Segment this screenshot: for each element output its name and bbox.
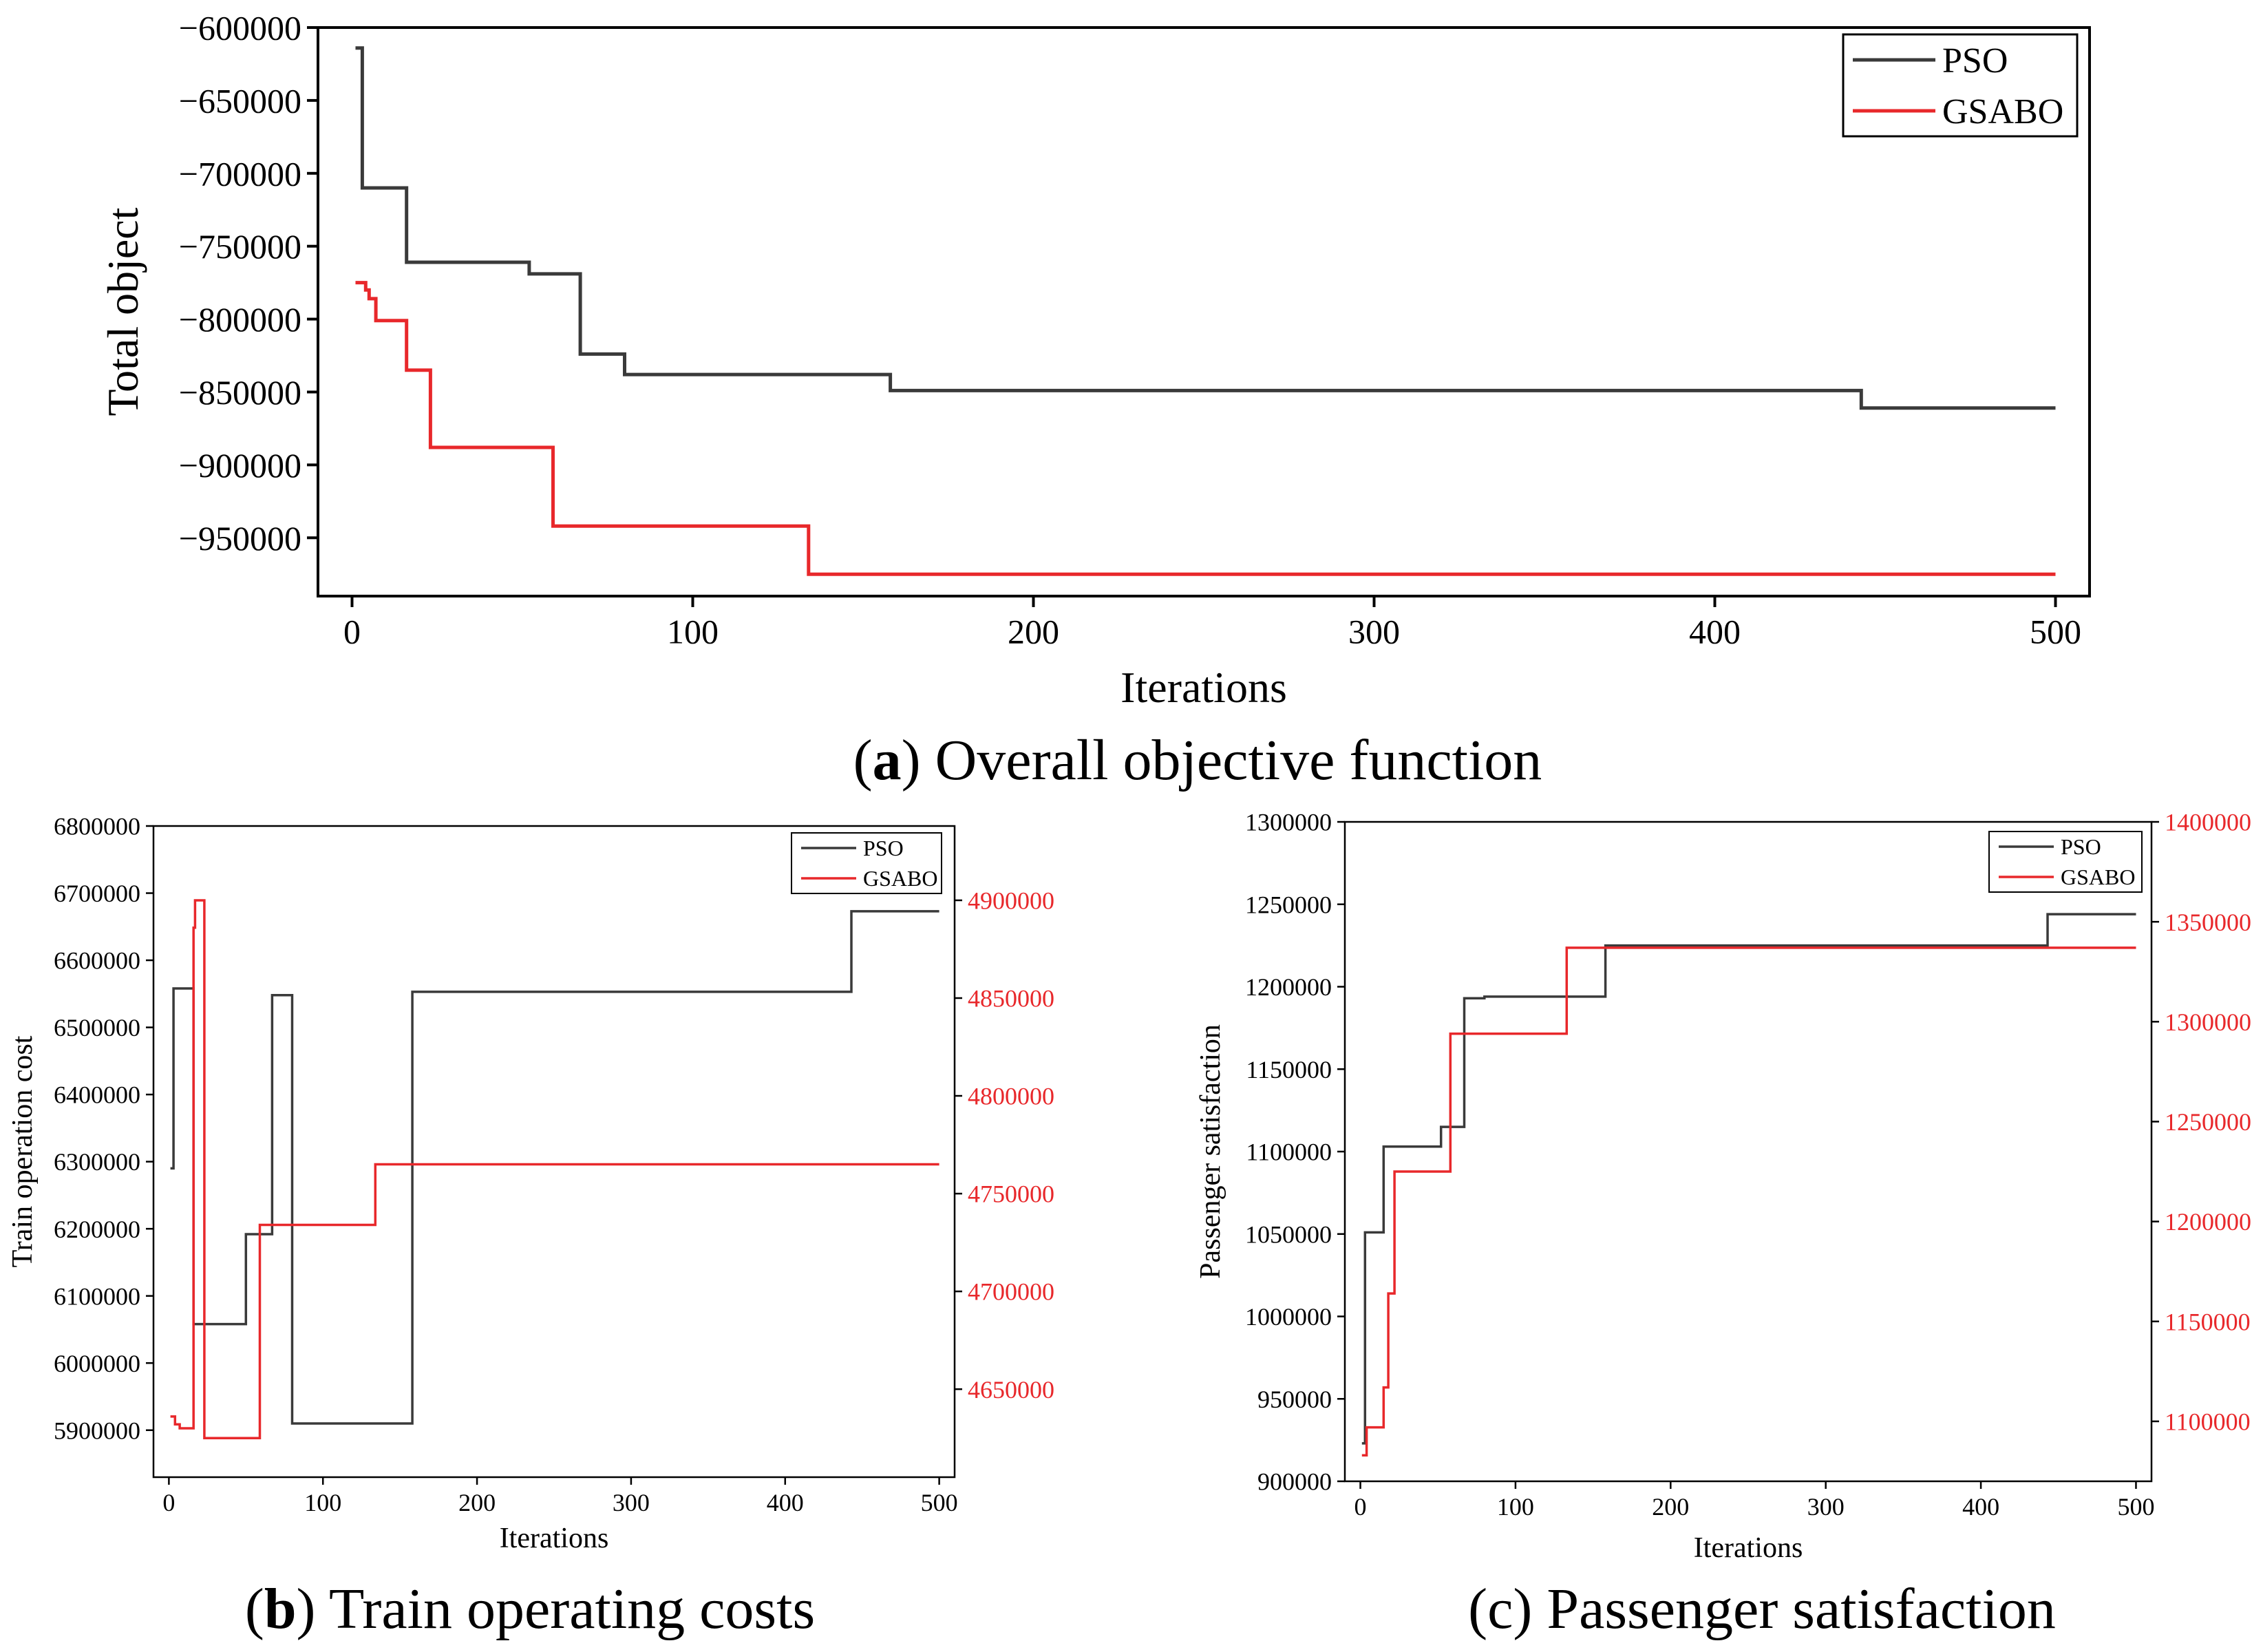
x-axis-label: Iterations (1694, 1532, 1803, 1564)
y-tick-label: 6500000 (54, 1014, 140, 1041)
y-tick-label: 1150000 (1246, 1056, 1332, 1083)
y-axis-label: Train operation cost (7, 1035, 39, 1267)
right-y-tick-label: 4750000 (968, 1180, 1054, 1208)
right-y-tick-label: 1300000 (2165, 1008, 2251, 1036)
y-tick-label: 6000000 (54, 1350, 140, 1377)
series-line-pso (355, 46, 2056, 410)
y-tick-label: 1250000 (1245, 891, 1332, 918)
series-line-gsabo (355, 281, 2056, 576)
x-tick-label: 300 (613, 1489, 650, 1516)
y-tick-label: 6300000 (54, 1148, 140, 1176)
x-tick-label: 400 (1689, 613, 1741, 651)
x-tick-label: 100 (1497, 1493, 1534, 1521)
legend-box (1988, 831, 2143, 893)
legend-label-pso: PSO (2061, 834, 2101, 859)
y-tick-label: −750000 (179, 227, 301, 266)
caption-c: (c) Passenger satisfaction (1468, 1577, 2056, 1641)
right-y-tick-label: 4700000 (968, 1278, 1054, 1306)
y-tick-label: −850000 (179, 373, 301, 412)
y-tick-label: 6100000 (54, 1282, 140, 1310)
y-tick-label: 5900000 (54, 1417, 140, 1444)
right-y-tick-label: 4850000 (968, 985, 1054, 1013)
x-tick-label: 500 (921, 1489, 958, 1516)
right-y-tick-label: 1350000 (2165, 909, 2251, 936)
right-y-tick-label: 1400000 (2165, 809, 2251, 836)
plot-frame (1343, 820, 2153, 1483)
y-tick-label: 1050000 (1245, 1220, 1332, 1248)
right-y-tick-label: 4650000 (968, 1376, 1054, 1404)
series-line-gsabo (170, 899, 939, 1439)
panel-a-overall-objective: 0 100 200 300 400 500 −600000 −650000 −700000 −75… (98, 9, 2091, 712)
x-tick-label: 200 (1008, 613, 1059, 651)
x-tick-label: 200 (458, 1489, 496, 1516)
y-tick-label: −700000 (179, 154, 301, 193)
x-tick-label: 300 (1807, 1493, 1845, 1521)
x-tick-label: 0 (1354, 1493, 1367, 1521)
plot-frame (317, 26, 2091, 597)
y-axis-label: Passenger satisfaction (1195, 1024, 1226, 1279)
x-tick-label: 300 (1348, 613, 1400, 651)
caption-b-text: ) Train operating costs (297, 1577, 816, 1641)
right-y-tick-label: 1150000 (2165, 1308, 2251, 1335)
panel-b-train-operating-costs: 0 100 200 300 400 500 6800000 6700000 6600000 650… (7, 813, 1054, 1554)
y-tick-label: 6400000 (54, 1081, 140, 1109)
series-line-gsabo (1361, 946, 2136, 1457)
x-tick-label: 100 (667, 613, 719, 651)
legend-box (1842, 33, 2079, 138)
y-tick-label: 1100000 (1246, 1139, 1332, 1166)
y-tick-label: −800000 (179, 300, 301, 339)
y-tick-label: −900000 (179, 446, 301, 485)
right-y-tick-label: 4800000 (968, 1083, 1054, 1110)
y-tick-label: 900000 (1257, 1468, 1332, 1496)
legend-label-gsabo: GSABO (2061, 865, 2135, 889)
x-axis-label: Iterations (500, 1523, 609, 1554)
legend-box (791, 832, 942, 894)
x-tick-label: 100 (304, 1489, 341, 1516)
panel-c-passenger-satisfaction: 0 100 200 300 400 500 1300000 1250000 1200000 115… (1195, 809, 2251, 1564)
y-tick-label: 6600000 (54, 947, 140, 975)
x-tick-label: 0 (343, 613, 361, 651)
x-tick-label: 500 (2117, 1493, 2154, 1521)
caption-a-letter: a (873, 728, 902, 792)
legend-label-gsabo: GSABO (1942, 92, 2063, 131)
x-tick-label: 400 (1962, 1493, 1999, 1521)
legend-label-gsabo: GSABO (863, 866, 937, 891)
right-y-tick-label: 1200000 (2165, 1208, 2251, 1236)
y-tick-label: −950000 (179, 519, 301, 558)
caption-a-text: ) Overall objective function (902, 728, 1542, 792)
y-tick-label: 1300000 (1245, 809, 1332, 836)
x-tick-label: 500 (2030, 613, 2081, 651)
x-tick-label: 200 (1652, 1493, 1689, 1521)
legend-label-pso: PSO (863, 836, 904, 860)
plot-frame (152, 825, 956, 1479)
series-line-pso (1361, 913, 2136, 1445)
legend-label-pso: PSO (1942, 41, 2008, 81)
x-axis-label: Iterations (1120, 663, 1287, 712)
y-tick-label: 1000000 (1245, 1303, 1332, 1331)
y-tick-label: 6700000 (54, 880, 140, 907)
y-tick-label: 6800000 (54, 813, 140, 840)
caption-b: (b) Train operating costs (245, 1577, 815, 1641)
y-tick-label: 6200000 (54, 1216, 140, 1243)
series-line-pso (170, 910, 939, 1425)
caption-a: (a) Overall objective function (853, 728, 1542, 792)
x-tick-label: 0 (162, 1489, 175, 1516)
y-tick-label: −650000 (179, 81, 301, 120)
y-tick-label: 950000 (1257, 1386, 1332, 1413)
right-y-tick-label: 1250000 (2165, 1108, 2251, 1136)
caption-b-letter: b (264, 1577, 297, 1641)
right-y-tick-label: 1100000 (2165, 1408, 2251, 1436)
y-tick-label: 1200000 (1245, 973, 1332, 1001)
x-tick-label: 400 (767, 1489, 804, 1516)
y-axis-label: Total object (98, 207, 147, 416)
y-tick-label: −600000 (179, 9, 301, 47)
right-y-tick-label: 4900000 (968, 887, 1054, 915)
